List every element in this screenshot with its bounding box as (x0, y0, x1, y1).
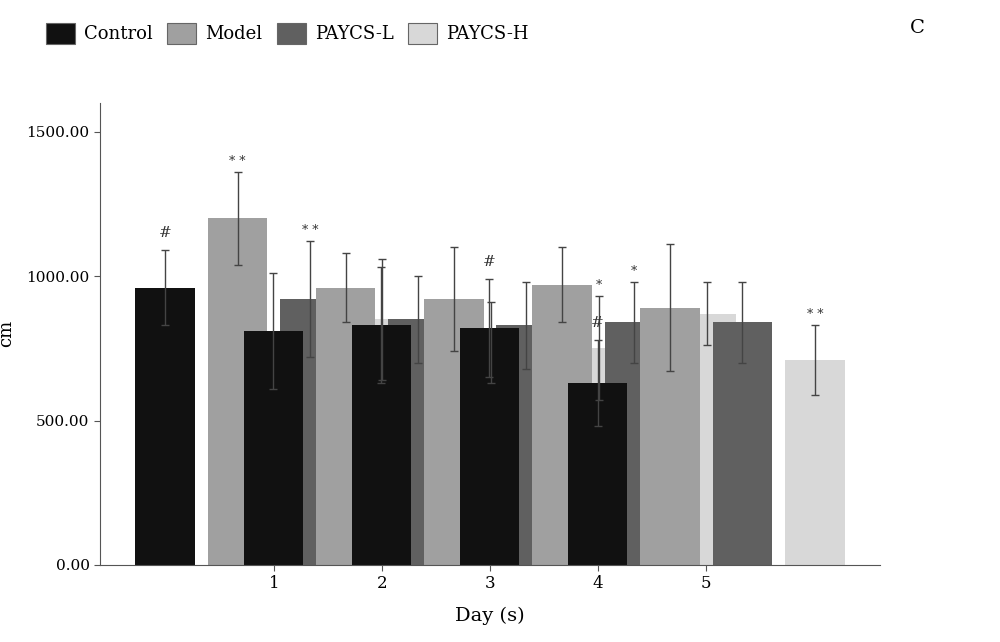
Text: C: C (910, 19, 925, 37)
Bar (316, 288, 375, 565)
Bar (496, 325, 556, 565)
Bar (713, 322, 772, 565)
Bar (424, 299, 484, 565)
Bar (532, 285, 592, 565)
Bar (388, 319, 448, 565)
X-axis label: Day (s): Day (s) (455, 606, 525, 625)
Bar (244, 331, 303, 565)
Bar (280, 299, 340, 565)
Bar (785, 360, 845, 565)
Bar (460, 328, 519, 565)
Text: *: * (631, 265, 637, 277)
Bar (353, 319, 412, 565)
Bar (677, 314, 736, 565)
Y-axis label: cm: cm (0, 320, 15, 347)
Bar (461, 343, 520, 565)
Text: #: # (591, 315, 604, 329)
Text: * *: * * (302, 224, 318, 237)
Bar (640, 308, 700, 565)
Text: * *: * * (229, 155, 246, 168)
Text: #: # (159, 226, 172, 240)
Text: #: # (483, 255, 496, 269)
Bar (135, 288, 195, 565)
Text: *: * (596, 279, 602, 292)
Bar (568, 383, 627, 565)
Bar (605, 322, 664, 565)
Bar (208, 218, 267, 565)
Bar (352, 325, 411, 565)
Legend: Control, Model, PAYCS-L, PAYCS-H: Control, Model, PAYCS-L, PAYCS-H (39, 15, 536, 51)
Bar (569, 348, 628, 565)
Text: * *: * * (807, 308, 823, 321)
